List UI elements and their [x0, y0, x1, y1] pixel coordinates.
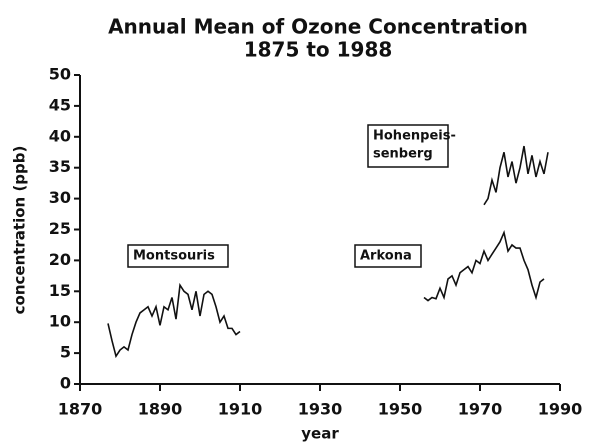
y-tick-label: 45 — [49, 95, 71, 114]
x-tick-label: 1910 — [218, 400, 263, 419]
y-tick-label: 10 — [49, 312, 71, 331]
annotation: senberg — [373, 147, 433, 162]
y-tick-label: 20 — [49, 250, 71, 269]
y-tick-label: 50 — [49, 65, 71, 84]
series-line — [107, 282, 241, 359]
annotation: Arkona — [360, 249, 412, 264]
x-tick-label: 1970 — [458, 400, 503, 419]
x-tick-label: 1990 — [538, 400, 583, 419]
y-tick-label: 0 — [60, 374, 71, 393]
x-axis-label: year — [301, 425, 339, 443]
annotation: Montsouris — [133, 249, 215, 264]
y-tick-label: 30 — [49, 188, 71, 207]
y-tick-label: 15 — [49, 281, 71, 300]
annotation-box — [367, 124, 449, 168]
y-tick-label: 35 — [49, 157, 71, 176]
annotation-box — [127, 244, 229, 268]
series-line — [423, 229, 545, 302]
y-tick-label: 40 — [49, 126, 71, 145]
annotation: Hohenpeis- — [373, 129, 456, 144]
chart-title: Annual Mean of Ozone Concentration — [108, 15, 528, 39]
x-tick-label: 1890 — [138, 400, 183, 419]
chart-subtitle: 1875 to 1988 — [244, 38, 393, 62]
y-tick-label: 25 — [49, 219, 71, 238]
y-tick-label: 5 — [60, 343, 71, 362]
x-tick-label: 1930 — [298, 400, 343, 419]
annotation-box — [354, 244, 422, 268]
y-axis-label: concentration (ppb) — [11, 146, 29, 315]
series-line — [483, 145, 549, 206]
x-tick-label: 1870 — [58, 400, 103, 419]
x-tick-label: 1950 — [378, 400, 423, 419]
